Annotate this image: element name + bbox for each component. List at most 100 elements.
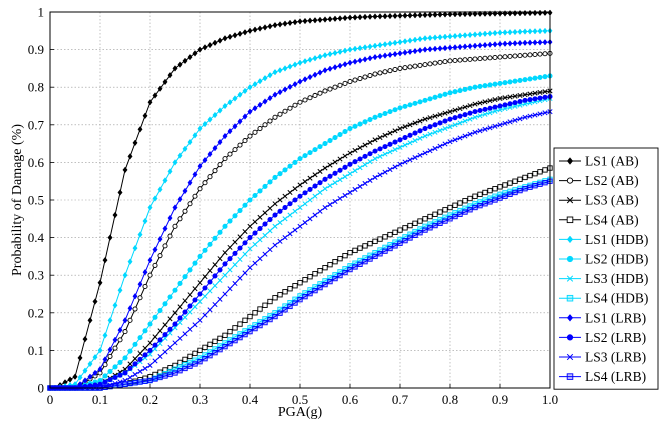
data-point	[517, 92, 523, 99]
data-point	[522, 186, 528, 192]
data-point	[82, 367, 88, 374]
data-point	[377, 53, 383, 60]
data-point	[317, 168, 323, 174]
data-point	[327, 262, 333, 268]
data-point	[462, 10, 468, 18]
data-point	[447, 116, 453, 122]
data-point	[322, 88, 328, 94]
data-point	[297, 293, 303, 299]
data-point	[457, 135, 463, 141]
data-point	[517, 53, 523, 59]
data-point	[337, 132, 343, 138]
data-point	[227, 244, 233, 250]
data-point	[492, 54, 498, 61]
data-point	[177, 304, 183, 310]
data-point	[382, 132, 388, 138]
data-point	[292, 61, 298, 68]
data-point	[252, 129, 258, 135]
y-tick-label: 0.2	[28, 305, 44, 320]
data-point	[252, 322, 258, 328]
legend-marker	[566, 294, 574, 302]
data-point	[312, 172, 318, 178]
data-point	[302, 277, 308, 283]
data-point	[442, 126, 448, 132]
data-point	[487, 82, 493, 88]
data-point	[332, 272, 338, 278]
data-point	[502, 80, 508, 86]
data-point	[372, 249, 378, 256]
data-point	[317, 208, 323, 214]
data-point	[197, 253, 203, 259]
data-point	[302, 290, 308, 296]
data-point	[497, 195, 503, 201]
data-point	[282, 204, 288, 211]
data-point	[422, 35, 428, 42]
data-point	[382, 151, 388, 157]
data-point	[207, 150, 213, 158]
data-point	[542, 74, 548, 80]
data-point	[242, 240, 248, 246]
legend-label: LS4 (LRB)	[585, 369, 646, 384]
data-point	[192, 50, 198, 57]
data-point	[297, 223, 303, 229]
data-point	[152, 376, 158, 382]
data-point	[222, 250, 228, 256]
data-point	[147, 272, 153, 278]
data-point	[387, 245, 393, 252]
data-point	[222, 223, 228, 229]
data-point	[422, 223, 428, 229]
data-point	[487, 199, 493, 205]
data-point	[137, 126, 143, 133]
data-point	[242, 317, 248, 323]
data-point	[362, 74, 368, 80]
data-point	[527, 97, 533, 103]
data-point	[117, 359, 123, 365]
data-point	[302, 97, 308, 103]
data-point	[477, 100, 483, 106]
data-point	[427, 115, 433, 121]
data-point	[197, 125, 203, 132]
data-point	[222, 340, 228, 346]
y-tick-label: 0.3	[28, 268, 44, 283]
data-point	[362, 243, 368, 249]
data-point	[432, 60, 438, 66]
data-point	[337, 195, 343, 202]
data-point	[157, 186, 163, 193]
data-point	[397, 236, 403, 243]
data-point	[277, 306, 283, 313]
data-point	[437, 33, 443, 41]
data-point	[417, 135, 423, 141]
series-line	[50, 75, 551, 389]
legend-entry: LS4 (LRB)	[559, 369, 646, 384]
data-point	[352, 14, 358, 21]
data-point	[497, 191, 503, 198]
data-point	[187, 359, 193, 366]
data-point	[182, 274, 188, 280]
data-point	[277, 88, 283, 96]
data-point	[382, 248, 388, 254]
data-point	[527, 76, 533, 82]
data-point	[352, 147, 358, 153]
data-point	[342, 47, 348, 54]
data-point	[487, 125, 493, 131]
data-point	[397, 38, 403, 46]
data-point	[262, 232, 268, 238]
data-point	[212, 350, 218, 356]
data-point	[262, 122, 268, 128]
data-point	[282, 108, 288, 114]
data-point	[117, 189, 123, 196]
data-point	[347, 171, 353, 177]
data-point	[252, 241, 258, 247]
data-point	[187, 353, 193, 360]
data-point	[357, 245, 363, 251]
data-point	[472, 31, 478, 38]
data-point	[257, 214, 263, 220]
data-point	[187, 53, 193, 61]
data-point	[172, 159, 178, 166]
data-point	[462, 133, 468, 139]
data-point	[437, 11, 443, 18]
data-point	[242, 138, 248, 144]
data-point	[262, 251, 268, 257]
data-point	[162, 367, 168, 373]
data-point	[392, 229, 398, 235]
